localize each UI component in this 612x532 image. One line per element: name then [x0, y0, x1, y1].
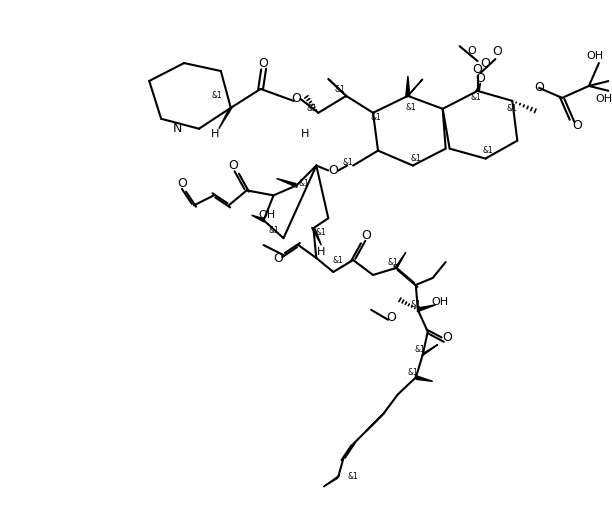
Polygon shape [476, 83, 480, 92]
Text: &1: &1 [482, 146, 493, 155]
Polygon shape [406, 79, 423, 97]
Text: &1: &1 [316, 228, 327, 237]
Text: O: O [328, 164, 338, 177]
Text: &1: &1 [298, 179, 309, 188]
Text: OH: OH [258, 210, 275, 220]
Text: O: O [228, 159, 237, 172]
Polygon shape [323, 475, 339, 487]
Text: H: H [301, 129, 310, 139]
Text: O: O [476, 72, 485, 86]
Text: O: O [480, 56, 490, 70]
Text: O: O [534, 81, 544, 95]
Text: O: O [493, 45, 502, 57]
Text: O: O [274, 252, 283, 264]
Text: &1: &1 [408, 368, 418, 377]
Text: &1: &1 [371, 113, 381, 122]
Text: N: N [173, 122, 182, 135]
Text: O: O [472, 63, 482, 76]
Text: O: O [177, 177, 187, 190]
Text: &1: &1 [268, 226, 279, 235]
Text: O: O [259, 56, 269, 70]
Text: &1: &1 [406, 103, 416, 112]
Polygon shape [219, 107, 233, 129]
Text: H: H [317, 247, 326, 257]
Text: &1: &1 [411, 300, 421, 309]
Text: &1: &1 [307, 104, 318, 113]
Text: O: O [291, 93, 301, 105]
Text: &1: &1 [414, 345, 425, 354]
Text: &1: &1 [411, 154, 421, 163]
Text: &1: &1 [470, 94, 481, 102]
Text: OH: OH [431, 297, 448, 307]
Polygon shape [422, 345, 438, 356]
Text: H: H [211, 129, 219, 139]
Polygon shape [252, 215, 264, 222]
Text: &1: &1 [387, 257, 398, 267]
Polygon shape [277, 178, 297, 187]
Polygon shape [328, 79, 348, 97]
Text: O: O [361, 229, 371, 242]
Text: &1: &1 [507, 104, 518, 113]
Text: O: O [442, 331, 453, 344]
Polygon shape [406, 76, 410, 96]
Text: &1: &1 [335, 86, 346, 94]
Text: O: O [572, 119, 582, 132]
Text: &1: &1 [212, 92, 222, 101]
Text: OH: OH [586, 51, 603, 61]
Polygon shape [394, 252, 406, 269]
Text: O: O [467, 46, 476, 56]
Polygon shape [416, 376, 433, 381]
Text: &1: &1 [333, 255, 343, 264]
Polygon shape [417, 305, 436, 312]
Text: &1: &1 [343, 158, 354, 167]
Text: O: O [386, 311, 396, 324]
Text: &1: &1 [348, 472, 359, 481]
Text: OH: OH [595, 94, 612, 104]
Polygon shape [312, 227, 321, 245]
